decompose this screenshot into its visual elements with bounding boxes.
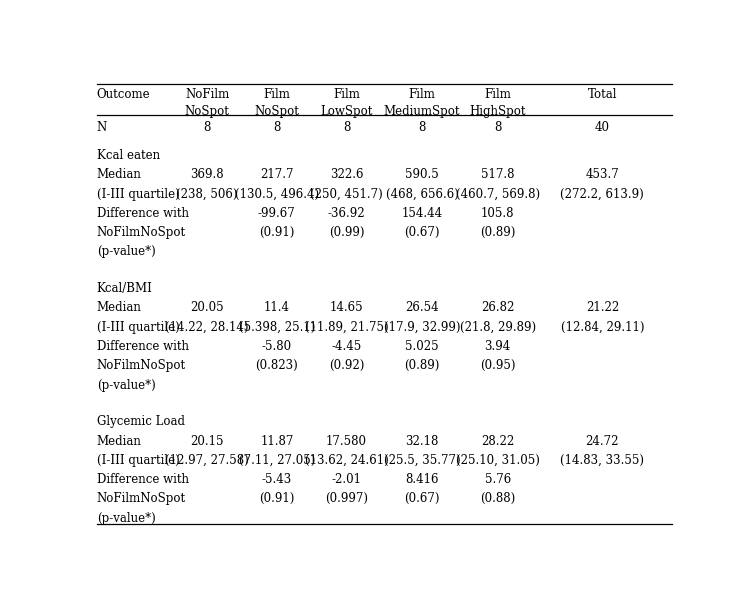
Text: (250, 451.7): (250, 451.7) bbox=[310, 188, 383, 201]
Text: (0.89): (0.89) bbox=[480, 226, 515, 239]
Text: 28.22: 28.22 bbox=[481, 434, 514, 448]
Text: (12.84, 29.11): (12.84, 29.11) bbox=[560, 321, 644, 334]
Text: Film: Film bbox=[484, 88, 512, 101]
Text: (272.2, 613.9): (272.2, 613.9) bbox=[560, 188, 644, 201]
Text: (0.92): (0.92) bbox=[329, 359, 364, 372]
Text: (21.8, 29.89): (21.8, 29.89) bbox=[460, 321, 536, 334]
Text: (13.62, 24.61): (13.62, 24.61) bbox=[304, 454, 388, 467]
Text: -4.45: -4.45 bbox=[332, 340, 362, 353]
Text: NoFilm: NoFilm bbox=[185, 88, 230, 101]
Text: Total: Total bbox=[587, 88, 617, 101]
Text: 322.6: 322.6 bbox=[330, 168, 363, 181]
Text: 40: 40 bbox=[595, 121, 610, 134]
Text: 20.05: 20.05 bbox=[190, 302, 224, 315]
Text: Median: Median bbox=[97, 302, 142, 315]
Text: 105.8: 105.8 bbox=[481, 207, 514, 220]
Text: 11.87: 11.87 bbox=[260, 434, 293, 448]
Text: (460.7, 569.8): (460.7, 569.8) bbox=[456, 188, 540, 201]
Text: (0.91): (0.91) bbox=[260, 226, 295, 239]
Text: (p-value*): (p-value*) bbox=[97, 246, 155, 259]
Text: (I-III quartile): (I-III quartile) bbox=[97, 454, 179, 467]
Text: 590.5: 590.5 bbox=[405, 168, 439, 181]
Text: Film: Film bbox=[333, 88, 360, 101]
Text: LowSpot: LowSpot bbox=[320, 105, 373, 118]
Text: 8: 8 bbox=[203, 121, 211, 134]
Text: 154.44: 154.44 bbox=[401, 207, 442, 220]
Text: Kcal eaten: Kcal eaten bbox=[97, 149, 160, 162]
Text: (25.5, 35.77): (25.5, 35.77) bbox=[384, 454, 460, 467]
Text: (I-III quartile): (I-III quartile) bbox=[97, 188, 179, 201]
Text: (11.89, 21.75): (11.89, 21.75) bbox=[304, 321, 388, 334]
Text: 8: 8 bbox=[494, 121, 502, 134]
Text: (238, 506): (238, 506) bbox=[176, 188, 238, 201]
Text: NoFilmNoSpot: NoFilmNoSpot bbox=[97, 226, 186, 239]
Text: (0.997): (0.997) bbox=[325, 492, 368, 505]
Text: 5.76: 5.76 bbox=[484, 473, 511, 486]
Text: 517.8: 517.8 bbox=[481, 168, 514, 181]
Text: (25.10, 31.05): (25.10, 31.05) bbox=[456, 454, 540, 467]
Text: (I-III quartile): (I-III quartile) bbox=[97, 321, 179, 334]
Text: (0.95): (0.95) bbox=[480, 359, 515, 372]
Text: NoFilmNoSpot: NoFilmNoSpot bbox=[97, 492, 186, 505]
Text: -2.01: -2.01 bbox=[332, 473, 362, 486]
Text: (14.22, 28.14): (14.22, 28.14) bbox=[165, 321, 249, 334]
Text: (0.99): (0.99) bbox=[328, 226, 364, 239]
Text: 24.72: 24.72 bbox=[586, 434, 619, 448]
Text: (0.67): (0.67) bbox=[404, 492, 440, 505]
Text: (0.91): (0.91) bbox=[260, 492, 295, 505]
Text: Median: Median bbox=[97, 434, 142, 448]
Text: Film: Film bbox=[263, 88, 290, 101]
Text: N: N bbox=[97, 121, 107, 134]
Text: HighSpot: HighSpot bbox=[470, 105, 526, 118]
Text: (14.83, 33.55): (14.83, 33.55) bbox=[560, 454, 644, 467]
Text: 5.025: 5.025 bbox=[405, 340, 439, 353]
Text: 17.580: 17.580 bbox=[326, 434, 367, 448]
Text: NoSpot: NoSpot bbox=[184, 105, 230, 118]
Text: 26.82: 26.82 bbox=[481, 302, 514, 315]
Text: (p-value*): (p-value*) bbox=[97, 511, 155, 524]
Text: 8: 8 bbox=[273, 121, 280, 134]
Text: -5.43: -5.43 bbox=[262, 473, 292, 486]
Text: MediumSpot: MediumSpot bbox=[384, 105, 460, 118]
Text: 14.65: 14.65 bbox=[330, 302, 364, 315]
Text: 26.54: 26.54 bbox=[405, 302, 439, 315]
Text: Kcal/BMI: Kcal/BMI bbox=[97, 282, 152, 295]
Text: (5.398, 25.1): (5.398, 25.1) bbox=[238, 321, 315, 334]
Text: Outcome: Outcome bbox=[97, 88, 150, 101]
Text: 11.4: 11.4 bbox=[264, 302, 290, 315]
Text: Film: Film bbox=[409, 88, 436, 101]
Text: (0.88): (0.88) bbox=[480, 492, 515, 505]
Text: -5.80: -5.80 bbox=[262, 340, 292, 353]
Text: 8: 8 bbox=[419, 121, 426, 134]
Text: -99.67: -99.67 bbox=[258, 207, 296, 220]
Text: 217.7: 217.7 bbox=[260, 168, 293, 181]
Text: 453.7: 453.7 bbox=[586, 168, 620, 181]
Text: 32.18: 32.18 bbox=[406, 434, 439, 448]
Text: 369.8: 369.8 bbox=[190, 168, 224, 181]
Text: (468, 656.6): (468, 656.6) bbox=[386, 188, 458, 201]
Text: 8.416: 8.416 bbox=[406, 473, 439, 486]
Text: (17.9, 32.99): (17.9, 32.99) bbox=[384, 321, 460, 334]
Text: (0.89): (0.89) bbox=[404, 359, 439, 372]
Text: 21.22: 21.22 bbox=[586, 302, 619, 315]
Text: (p-value*): (p-value*) bbox=[97, 378, 155, 392]
Text: Difference with: Difference with bbox=[97, 340, 189, 353]
Text: (0.823): (0.823) bbox=[256, 359, 298, 372]
Text: (130.5, 496.4): (130.5, 496.4) bbox=[235, 188, 319, 201]
Text: -36.92: -36.92 bbox=[328, 207, 365, 220]
Text: NoSpot: NoSpot bbox=[254, 105, 299, 118]
Text: Difference with: Difference with bbox=[97, 207, 189, 220]
Text: Difference with: Difference with bbox=[97, 473, 189, 486]
Text: (12.97, 27.58): (12.97, 27.58) bbox=[165, 454, 249, 467]
Text: 3.94: 3.94 bbox=[484, 340, 511, 353]
Text: Median: Median bbox=[97, 168, 142, 181]
Text: (7.11, 27.05): (7.11, 27.05) bbox=[238, 454, 315, 467]
Text: (0.67): (0.67) bbox=[404, 226, 440, 239]
Text: Glycemic Load: Glycemic Load bbox=[97, 415, 184, 429]
Text: 20.15: 20.15 bbox=[190, 434, 224, 448]
Text: 8: 8 bbox=[343, 121, 350, 134]
Text: NoFilmNoSpot: NoFilmNoSpot bbox=[97, 359, 186, 372]
